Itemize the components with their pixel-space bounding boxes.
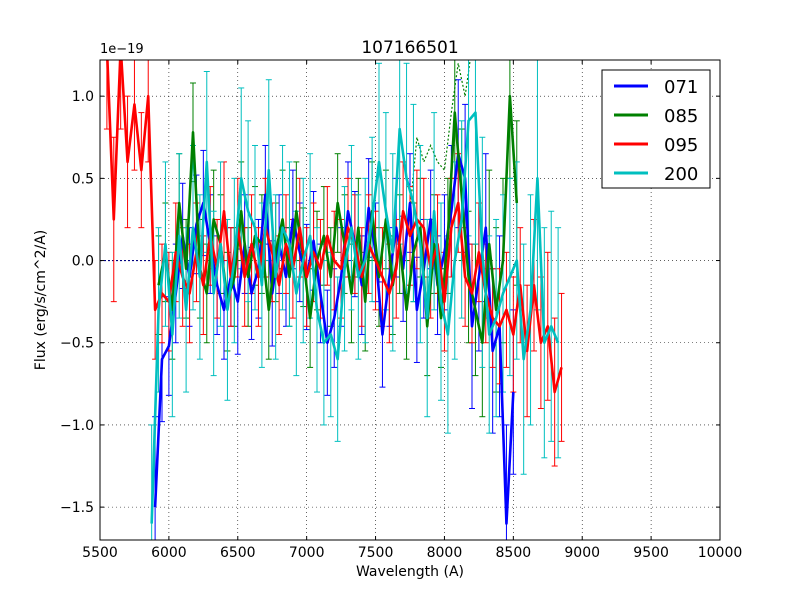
legend-label: 200	[664, 164, 698, 185]
x-tick-label: 8000	[427, 545, 463, 561]
x-axis-label: Wavelength (A)	[356, 564, 464, 580]
legend-box	[601, 69, 711, 189]
telluric-feature-dotted-line	[409, 60, 471, 212]
chart-title: 107166501	[361, 38, 458, 58]
x-tick-label: 5500	[82, 545, 118, 561]
y-tick-label: −1.5	[60, 500, 94, 516]
y-tick-label: 0.5	[72, 171, 94, 187]
x-tick-label: 8500	[496, 545, 532, 561]
y-tick-label: −0.5	[60, 336, 94, 352]
x-tick-label: 7000	[289, 545, 325, 561]
x-tick-label: 10000	[698, 545, 743, 561]
plot-frame	[99, 59, 721, 541]
y-axis-label: Flux (erg/s/cm^2/A)	[33, 230, 49, 370]
legend-label: 071	[664, 77, 698, 98]
y-tick-label: 1.0	[72, 89, 94, 105]
y-tick-label: −1.0	[60, 418, 94, 434]
data-layer	[100, 60, 565, 540]
series-line-071	[153, 152, 515, 525]
legend: 071 085 095 200	[601, 69, 711, 189]
x-tick-label: 6000	[151, 545, 187, 561]
x-tick-label: 9000	[564, 545, 600, 561]
legend-label: 085	[664, 106, 698, 127]
series-line-200	[150, 111, 560, 524]
x-tick-label: 9500	[633, 545, 669, 561]
ticks: 5500 6000 6500 7000 7500 8000 8500 9000 9500 1000…	[60, 60, 742, 561]
x-tick-label: 7500	[358, 545, 394, 561]
series-line-085	[157, 94, 519, 345]
y-tick-label: 0.0	[72, 254, 94, 270]
y-scale-label: 1e−19	[100, 42, 144, 57]
legend-label: 095	[664, 135, 698, 156]
x-tick-label: 6500	[220, 545, 256, 561]
